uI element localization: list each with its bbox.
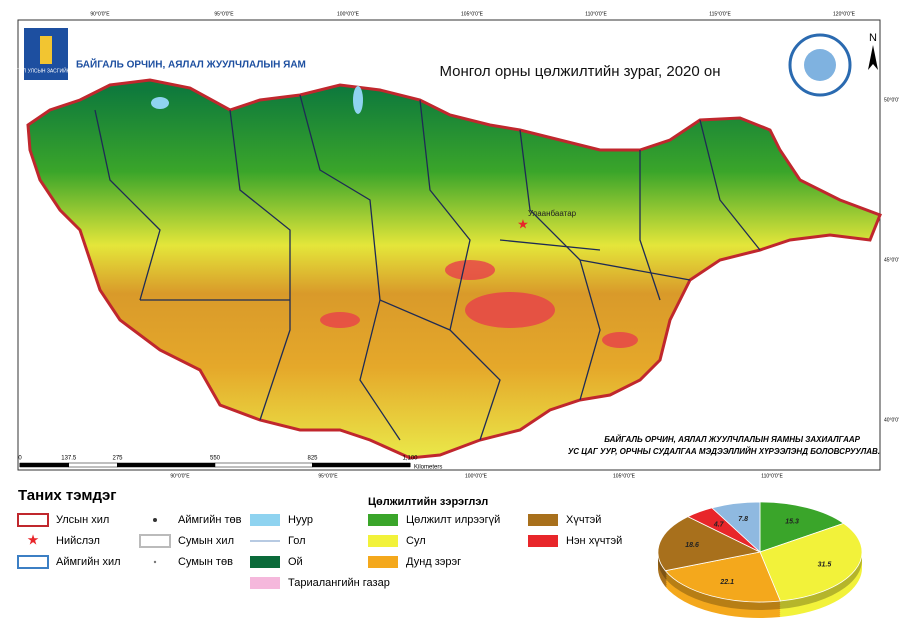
legend-symbol	[368, 556, 398, 568]
legend-label: Улсын хил	[56, 514, 109, 526]
legend-label: Тариалангийн газар	[288, 577, 390, 589]
legend-label: Гол	[288, 535, 306, 547]
coord-label: 95°0'0"E	[214, 11, 234, 17]
pie-label: 18.6	[685, 542, 699, 549]
coord-label: 90°0'0"E	[170, 473, 190, 479]
logo-text: МОНГОЛ УЛСЫН ЗАСГИЙН ГАЗАР	[5, 66, 88, 74]
pie-label: 7.8	[738, 516, 748, 523]
pie-label: 15.3	[785, 519, 799, 526]
legend-symbol	[528, 535, 558, 547]
coord-label: 50°0'0"N	[884, 97, 899, 103]
coord-label: 105°0'0"E	[613, 473, 636, 479]
legend-label: Ой	[288, 556, 303, 568]
pie-label: 31.5	[818, 561, 832, 568]
legend-label: Цөлжилт илрээгүй	[406, 514, 500, 526]
pie-slice	[759, 522, 863, 602]
ministry: БАЙГАЛЬ ОРЧИН, АЯЛАЛ ЖУУЛЧЛАЛЫН ЯАМ	[76, 58, 306, 71]
legend-label: Сумын төв	[178, 556, 233, 568]
pie-slice	[711, 501, 761, 553]
legend-symbol	[250, 577, 280, 589]
legend-symbol	[153, 560, 157, 564]
legend-symbol	[139, 534, 171, 548]
legend-symbol	[368, 535, 398, 547]
scale-segment	[214, 462, 313, 468]
capital-star: ★	[517, 216, 529, 231]
legend-title: Таних тэмдэг	[18, 487, 117, 504]
legend-symbol	[368, 514, 398, 526]
coord-label: 100°0'0"E	[337, 11, 360, 17]
legend-symbol	[250, 556, 280, 568]
legend-symbol	[17, 555, 49, 569]
coord-label: 120°0'0"E	[833, 11, 856, 17]
pie-label: 4.7	[713, 522, 725, 529]
scale-label: 825	[307, 456, 318, 462]
scale-label: 0	[18, 456, 22, 462]
scale-segment	[117, 462, 216, 468]
coord-label: 105°0'0"E	[461, 11, 484, 17]
scale-unit: Kilometers	[414, 465, 442, 471]
legend-symbol	[153, 518, 157, 522]
coord-label: 110°0'0"E	[761, 473, 783, 479]
legend-symbol	[528, 514, 558, 526]
institute-logo	[804, 49, 836, 81]
pie-slice	[664, 551, 781, 603]
pie-label: 22.1	[719, 579, 734, 586]
legend-subtitle: Цөлжилтийн зэрэглэл	[368, 496, 488, 508]
scale-label: 550	[210, 456, 221, 462]
coord-label: 115°0'0"E	[709, 11, 731, 17]
legend-symbol: ★	[27, 532, 40, 548]
scale-segment	[312, 462, 411, 468]
legend-label: Нийслэл	[56, 535, 100, 547]
legend-label: Аймгийн хил	[56, 556, 121, 568]
lakes	[151, 86, 363, 114]
legend-label: Аймгийн төв	[178, 514, 242, 526]
credit: УС ЦАГ УУР, ОРЧНЫ СУДАЛГАА МЭДЭЭЛЛИЙН ХҮ…	[568, 447, 880, 456]
scale-label: 137.5	[61, 456, 77, 462]
scale-label: 1,100	[402, 456, 418, 462]
coord-label: 110°0'0"E	[585, 11, 607, 17]
legend-symbol	[17, 513, 49, 527]
coord-label: 95°0'0"E	[318, 473, 338, 479]
scale-label: 275	[112, 456, 123, 462]
coord-label: 45°0'0"N	[884, 257, 899, 263]
province-borders	[94, 94, 761, 441]
north-label: N	[869, 32, 877, 44]
scale-segment	[68, 462, 118, 468]
map-title: Монгол орны цөлжилтийн зураг, 2020 он	[439, 63, 720, 80]
coord-label: 90°0'0"E	[90, 11, 110, 17]
logo: МОНГОЛ УЛСЫН ЗАСГИЙН ГАЗАР	[5, 28, 88, 80]
credit: БАЙГАЛЬ ОРЧИН, АЯЛАЛ ЖУУЛЧЛАЛЫН ЯАМНЫ ЗА…	[604, 435, 860, 444]
pie-slice	[759, 501, 845, 553]
legend-label: Дунд зэрэг	[406, 556, 461, 568]
north-arrow	[868, 45, 878, 70]
pie-slice	[657, 516, 762, 572]
legend-label: Сул	[406, 535, 426, 547]
coord-label: 100°0'0"E	[465, 473, 488, 479]
legend-label: Нуур	[288, 514, 313, 526]
legend-symbol	[250, 514, 280, 526]
coord-label: 40°0'0"N	[884, 417, 899, 423]
scale-segment	[19, 462, 69, 468]
legend-label: Нэн хүчтэй	[566, 535, 622, 547]
capital-label: Улаанбаатар	[528, 209, 577, 218]
legend-label: Сумын хил	[178, 535, 234, 547]
legend-label: Хүчтэй	[566, 514, 601, 526]
severe-areas	[320, 260, 638, 348]
